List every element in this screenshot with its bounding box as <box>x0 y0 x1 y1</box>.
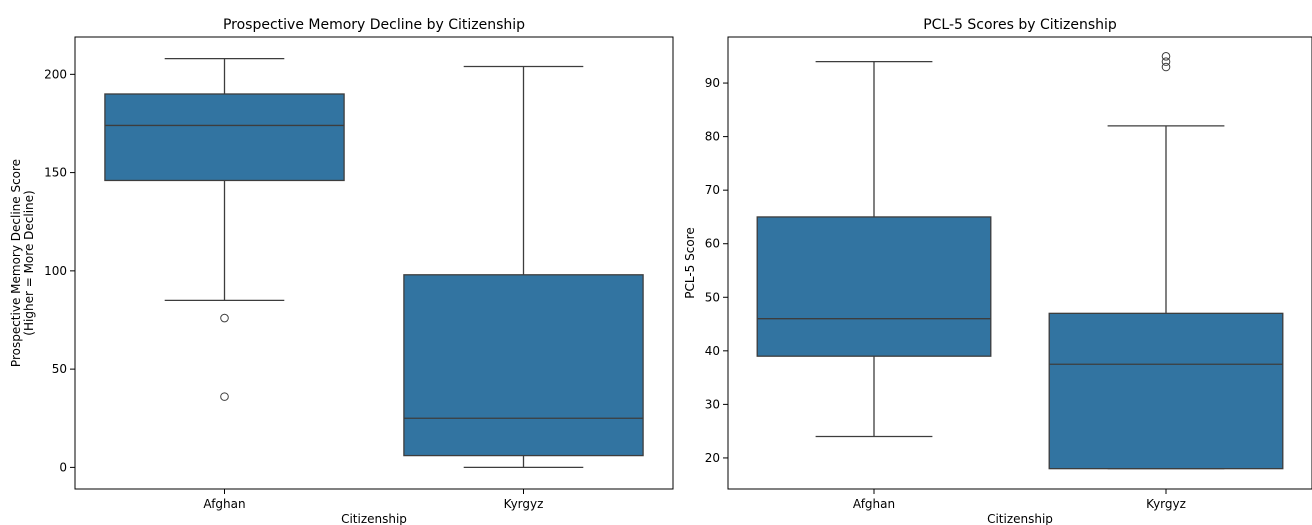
axes-frame <box>74 36 674 490</box>
y-tick-label: 0 <box>59 460 67 474</box>
box-afghan <box>756 60 992 438</box>
chart-panel-1: Prospective Memory Decline by Citizenshi… <box>9 17 674 525</box>
iqr-box <box>403 274 644 457</box>
y-tick-label: 50 <box>705 290 720 304</box>
x-tick-label: Afghan <box>853 497 895 511</box>
x-tick-label: Kyrgyz <box>504 497 544 511</box>
axes-frame <box>727 36 1312 490</box>
box-afghan <box>104 57 345 401</box>
y-tick-label: 20 <box>705 451 720 465</box>
y-axis-label: Prospective Memory Decline Score <box>9 159 23 367</box>
y-tick-label: 50 <box>52 362 67 376</box>
iqr-box <box>104 93 345 182</box>
y-tick-label: 40 <box>705 344 720 358</box>
x-tick-label: Afghan <box>203 497 245 511</box>
chart-panel-2: PCL-5 Scores by Citizenship 20 30 40 50 60 70 8… <box>683 17 1312 525</box>
iqr-box <box>756 216 992 357</box>
chart-title: PCL-5 Scores by Citizenship <box>923 17 1117 33</box>
box-kyrgyz <box>403 65 644 469</box>
chart-title: Prospective Memory Decline by Citizenshi… <box>223 17 525 33</box>
y-tick-label: 80 <box>705 130 720 144</box>
y-tick-label: 70 <box>705 183 720 197</box>
outlier-point <box>1161 57 1171 66</box>
y-tick-label: 90 <box>705 76 720 90</box>
outlier-point <box>220 313 229 323</box>
outlier-point <box>1161 62 1171 72</box>
y-tick-label: 100 <box>44 264 67 278</box>
y-tick-label: 200 <box>44 67 67 81</box>
iqr-box <box>1048 312 1284 470</box>
y-axis-label: PCL-5 Score <box>683 227 697 298</box>
y-tick-label: 30 <box>705 397 720 411</box>
x-axis-label: Citizenship <box>987 512 1053 525</box>
y-tick-label: 150 <box>44 166 67 180</box>
y-tick-label: 60 <box>705 237 720 251</box>
x-tick-label: Kyrgyz <box>1146 497 1186 511</box>
y-axis-label: (Higher = More Decline) <box>22 190 36 335</box>
outlier-point <box>220 392 229 401</box>
box-kyrgyz <box>1048 51 1284 470</box>
x-axis-label: Citizenship <box>341 512 407 525</box>
outlier-point <box>1161 51 1171 61</box>
